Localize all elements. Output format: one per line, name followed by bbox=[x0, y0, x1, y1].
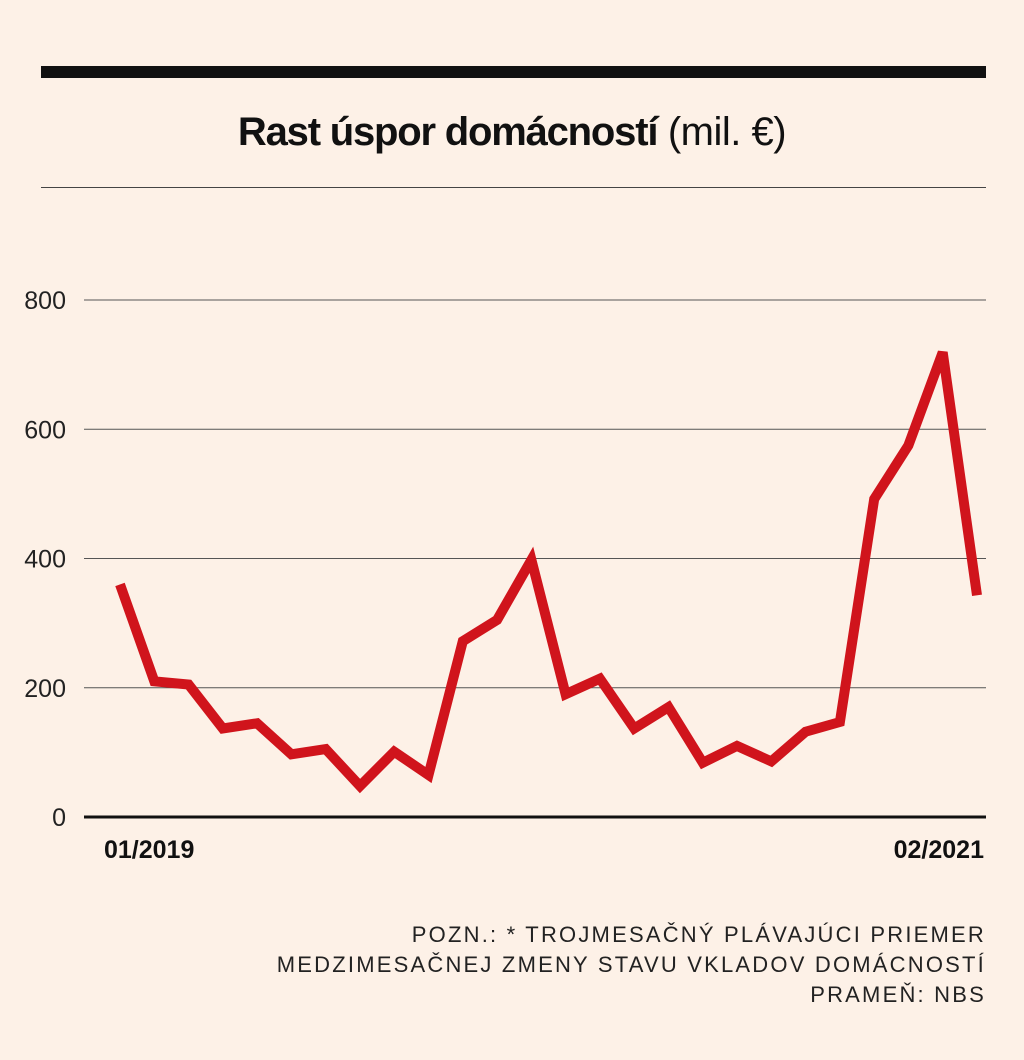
title-divider bbox=[41, 187, 986, 188]
chart-title: Rast úspor domácností (mil. €) bbox=[0, 104, 1024, 160]
y-tick-label-400: 400 bbox=[24, 546, 66, 574]
chart-title-main: Rast úspor domácností bbox=[237, 110, 659, 154]
y-tick-label-0: 0 bbox=[52, 804, 66, 832]
y-tick-label-600: 600 bbox=[24, 416, 66, 444]
y-tick-label-800: 800 bbox=[24, 287, 66, 315]
top-rule bbox=[41, 66, 986, 78]
chart-title-unit: (mil. €) bbox=[667, 110, 787, 154]
note-line-2: MEDZIMESAČNEJ ZMENY STAVU VKLADOV DOMÁCN… bbox=[276, 952, 986, 977]
y-tick-label-200: 200 bbox=[24, 675, 66, 703]
x-tick-label-end: 02/2021 bbox=[894, 836, 984, 864]
chart-notes: POZN.: * TROJMESAČNÝ PLÁVAJÚCI PRIEMER M… bbox=[277, 920, 986, 1010]
x-tick-label-start: 01/2019 bbox=[104, 836, 194, 864]
note-line-1: POZN.: * TROJMESAČNÝ PLÁVAJÚCI PRIEMER bbox=[411, 922, 986, 947]
data-series-line-0 bbox=[115, 350, 982, 794]
note-line-3: PRAMEŇ: NBS bbox=[810, 982, 986, 1007]
